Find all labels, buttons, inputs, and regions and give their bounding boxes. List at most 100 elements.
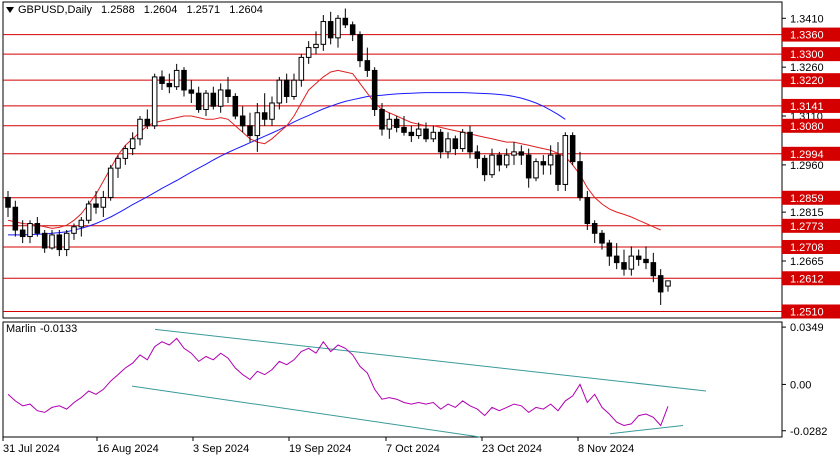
candle-body: [445, 138, 451, 153]
indicator-name: Marlin: [6, 323, 36, 335]
candle-body: [107, 167, 114, 198]
level-tag-bg: [782, 271, 840, 286]
level-tag-label: 1.3300: [790, 49, 824, 61]
fast-ma-line: [7, 69, 661, 231]
candle-body: [540, 161, 547, 166]
candle-body: [591, 223, 598, 234]
candle-body: [210, 92, 217, 107]
candle-body: [151, 76, 158, 127]
level-tag-bg: [782, 239, 840, 254]
candle-body: [261, 112, 268, 120]
candle-body: [85, 203, 92, 221]
candle-body: [643, 258, 649, 264]
candle-body: [628, 255, 635, 270]
candle-body: [349, 24, 356, 36]
candle-body: [489, 154, 495, 176]
indicator-axis-label: 0.00: [790, 379, 811, 391]
candle-body: [511, 151, 517, 156]
osc-lower-trendline: [131, 385, 481, 438]
ohlc-open: 1.2588: [101, 4, 135, 16]
candle-body: [19, 229, 26, 238]
indicator-axis-label: 0.0349: [790, 322, 824, 334]
candle-body: [437, 131, 444, 153]
osc-upper-trendline: [154, 328, 707, 392]
candle-body: [562, 135, 569, 185]
ohlc-close: 1.2604: [229, 4, 263, 16]
candle-body: [547, 154, 554, 166]
candle-body: [386, 118, 393, 130]
candle-body: [415, 128, 422, 137]
candle-body: [5, 196, 11, 208]
price-axis-label: 1.2665: [790, 256, 824, 268]
ohlc-header: GBPUSD,Daily 1.2588 1.2604 1.2571 1.2604: [6, 4, 263, 16]
candle-body: [599, 232, 605, 244]
candle-body: [555, 154, 561, 185]
candle-body: [181, 69, 187, 91]
indicator-pane-frame: [2, 321, 783, 438]
candle-body: [232, 95, 239, 117]
candle-body: [474, 151, 481, 159]
candle-body: [335, 17, 341, 39]
candle-body: [56, 234, 63, 251]
price-axis-label: 1.2960: [790, 160, 824, 172]
candle-body: [129, 138, 136, 150]
timeframe-label: Daily: [67, 4, 92, 16]
candle-body: [364, 60, 371, 71]
level-tag-bg: [782, 118, 840, 133]
candle-body: [518, 151, 525, 156]
level-tag-label: 1.3220: [790, 75, 824, 87]
candle-body: [496, 154, 503, 166]
level-tag-label: 1.2859: [790, 193, 824, 205]
symbol-label: GBPUSD: [18, 4, 65, 16]
candle-body: [584, 196, 591, 225]
level-tag-bg: [782, 47, 840, 62]
ohlc-high: 1.2604: [143, 4, 178, 16]
level-tag-label: 1.3080: [790, 121, 824, 133]
level-tag-bg: [782, 146, 840, 161]
candle-body: [452, 138, 459, 150]
level-tag-label: 1.3141: [790, 101, 824, 113]
candle-body: [525, 154, 532, 179]
candle-body: [606, 242, 613, 257]
candle-body: [276, 79, 283, 104]
time-axis-label: 16 Aug 2024: [97, 443, 159, 455]
candle-body: [481, 157, 488, 176]
time-axis-label: 23 Oct 2024: [482, 443, 542, 455]
price-axis-label: 1.2815: [790, 207, 824, 219]
level-tag-label: 1.3360: [790, 30, 824, 42]
candle-body: [650, 262, 657, 277]
candle-body: [173, 69, 180, 88]
candle-body: [320, 21, 327, 45]
candle-body: [459, 131, 466, 150]
candle-body: [63, 232, 70, 251]
level-tag-bg: [782, 73, 840, 88]
candle-body: [100, 196, 107, 208]
candle-body: [657, 275, 664, 293]
level-tag-bg: [782, 190, 840, 205]
candle-body: [166, 82, 173, 88]
time-axis-label: 31 Jul 2024: [3, 443, 60, 455]
price-axis-label: 1.3410: [790, 13, 824, 25]
candle-body: [247, 125, 253, 137]
candle-body: [27, 223, 33, 238]
candle-body: [254, 112, 261, 137]
candle-body: [225, 89, 231, 97]
indicator-header: Marlin -0.0133: [6, 323, 77, 335]
candle-body: [93, 203, 99, 208]
level-tag-label: 1.2510: [790, 306, 824, 318]
time-axis-label: 19 Sep 2024: [289, 443, 351, 455]
candle-body: [503, 154, 510, 166]
level-tag-label: 1.2994: [790, 149, 824, 161]
candle-body: [342, 17, 349, 26]
dropdown-triangle-icon[interactable]: [6, 7, 14, 14]
candle-body: [467, 131, 473, 153]
candle-body: [144, 118, 151, 127]
candle-body: [401, 126, 407, 133]
candle-body: [621, 262, 627, 270]
candle-body: [159, 76, 165, 84]
candle-body: [34, 223, 41, 234]
candle-body: [379, 109, 385, 130]
osc-support-trendline: [609, 425, 684, 435]
